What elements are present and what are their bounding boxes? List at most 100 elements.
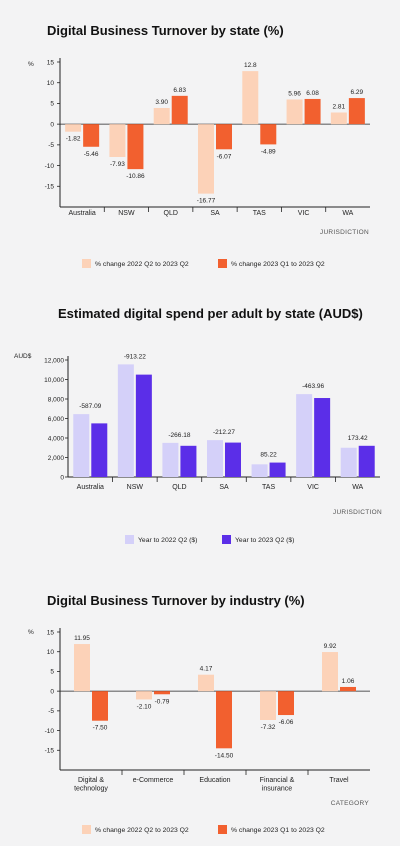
legend: Year to 2022 Q2 ($) Year to 2023 Q2 ($) [125,535,294,544]
bar-series-1 [198,124,214,194]
data-label: 4.17 [200,666,213,673]
category-label-line: technology [74,786,108,793]
data-label: 2.81 [333,104,346,111]
category-label: Financial & insurance [260,777,295,793]
bar-series-1 [74,644,90,692]
category-label: TAS [262,484,275,491]
change-annotation: -212.27 [213,429,235,436]
data-label: -4.89 [261,148,276,155]
legend-label: Year to 2023 Q2 ($) [235,537,294,544]
category-label: SA [210,210,220,217]
category-label-line: Financial & [260,777,295,784]
chart-title: Estimated digital spend per adult by sta… [58,306,363,321]
plot-area: 0 2,000 4,000 6,000 8,000 10,000 12,000 Austral… [44,353,380,491]
category-label: VIC [307,484,319,491]
bar-series-2 [83,124,100,147]
category-label: SA [219,484,229,491]
bar-series-2 [135,374,152,477]
bar-series-2 [154,691,170,695]
bar-series-2 [225,442,241,477]
y-tick-label: 15 [47,59,55,66]
bar-series-1 [207,440,223,477]
data-label: 3.90 [155,99,168,106]
bar-series-1 [153,107,170,125]
data-label: 9.92 [324,643,337,650]
category-label-line: insurance [262,786,292,793]
plot-area: -15 -10 -5 0 5 10 15 Digital & technology e-Comme… [45,628,370,793]
y-tick-label: -15 [45,748,55,755]
data-label: 6.08 [306,90,319,97]
chart-spend-per-adult: Estimated digital spend per adult by sta… [14,306,382,544]
y-tick-label: 0 [60,474,64,481]
bar-series-1 [136,691,152,700]
legend-swatch [125,535,134,544]
bar-series-2 [260,124,277,145]
y-tick-label: 0 [50,121,54,128]
y-tick-label: -10 [45,163,55,170]
legend: % change 2022 Q2 to 2023 Q2 % change 2023… [82,259,325,268]
y-axis-label: AUD$ [14,353,32,360]
bar-series-2 [92,691,108,721]
bar-series-1 [109,124,126,157]
bar-series-2 [180,445,197,477]
bar-series-2 [348,98,365,125]
bar-series-2 [269,462,286,477]
data-label: 12.8 [244,62,257,69]
y-tick-label: 12,000 [44,357,64,364]
x-axis-label: JURISDICTION [333,509,382,516]
bar-series-2 [216,124,232,150]
bar-series-1 [242,71,259,125]
legend: % change 2022 Q2 to 2023 Q2 % change 2023… [82,825,325,834]
y-tick-label: 10 [47,80,55,87]
change-annotation: -913.22 [124,353,146,360]
data-label: -5.46 [84,151,99,158]
data-label: -2.10 [137,703,152,710]
data-label: -10.86 [126,173,145,180]
data-label: -16.77 [197,198,216,205]
data-label: 5.96 [288,90,301,97]
category-label-line: Travel [329,777,349,784]
bar-series-2 [358,445,375,477]
data-label: -7.93 [110,161,125,168]
change-annotation: -463.96 [302,383,324,390]
plot-area: -15 -10 -5 0 5 10 15 Australia NSW QLD SA TAS VIC WA -… [45,58,370,217]
chart-turnover-by-state: Digital Business Turnover by state (%) %… [28,23,370,268]
bar-series-2 [91,423,108,477]
y-tick-label: -15 [45,184,55,191]
category-label-line: Education [199,777,230,784]
bar-series-1 [340,447,357,477]
category-label-line: Digital & [78,777,104,784]
chart-title: Digital Business Turnover by state (%) [47,23,284,38]
legend-swatch [82,825,91,834]
y-tick-label: 15 [47,629,55,636]
data-label: -1.82 [66,136,81,143]
chart-title: Digital Business Turnover by industry (%… [47,593,305,608]
data-label: 1.06 [342,678,355,685]
change-annotation: 173.42 [348,435,368,442]
bar-series-1 [322,652,338,692]
bar-series-1 [260,691,276,721]
data-label: -0.79 [155,698,170,705]
category-label: QLD [164,210,178,217]
category-label: Education [199,777,230,784]
y-tick-label: 2,000 [48,455,65,462]
x-axis-label: CATEGORY [331,800,370,807]
category-label-line: e-Commerce [133,777,174,784]
data-label: 6.83 [173,87,186,94]
category-label: Travel [329,777,349,784]
bar-series-2 [278,691,294,716]
bar-series-2 [171,95,188,125]
data-label: -7.32 [261,724,276,731]
data-label: -6.06 [279,719,294,726]
legend-swatch [218,825,227,834]
y-tick-label: -10 [45,728,55,735]
y-tick-label: 4,000 [48,435,65,442]
bar-series-1 [73,414,90,477]
y-tick-label: 5 [50,669,54,676]
y-tick-label: -5 [48,708,54,715]
data-label: 11.95 [74,635,90,642]
bar-series-2 [127,124,144,170]
bar-series-1 [117,364,134,477]
change-annotation: -266.18 [168,432,190,439]
category-label: e-Commerce [133,777,174,784]
